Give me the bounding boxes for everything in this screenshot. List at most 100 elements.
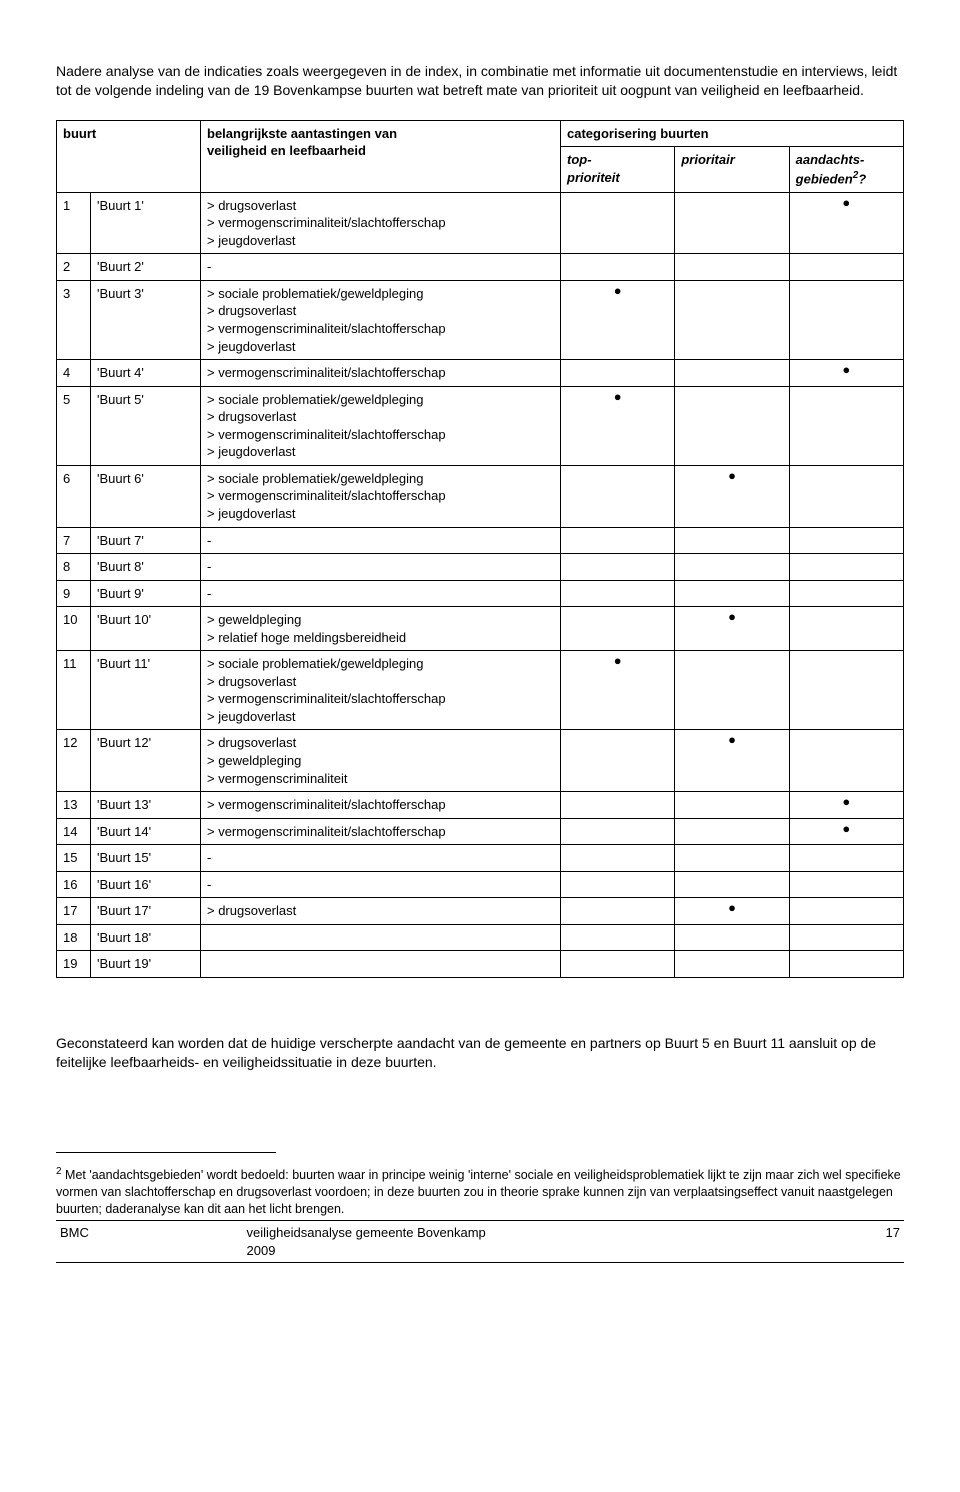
category-aandacht [789,580,903,607]
row-number: 16 [57,871,91,898]
category-aandacht [789,280,903,359]
impairments-cell: - [201,554,561,581]
buurt-name: 'Buurt 18' [91,924,201,951]
impairment-line: > drugsoverlast [207,735,296,750]
category-top [561,845,675,872]
buurt-name: 'Buurt 9' [91,580,201,607]
impairment-line: > sociale problematiek/geweldpleging [207,286,423,301]
category-prioritair [675,651,789,730]
impairments-cell [201,951,561,978]
impairments-cell: > sociale problematiek/geweldpleging > dr… [201,386,561,465]
category-aandacht [789,607,903,651]
category-top [561,192,675,254]
category-prioritair: ● [675,730,789,792]
category-prioritair [675,818,789,845]
row-number: 8 [57,554,91,581]
page: Nadere analyse van de indicaties zoals w… [0,0,960,1263]
table-row: 9'Buurt 9'- [57,580,904,607]
category-top [561,360,675,387]
impairment-line: > sociale problematiek/geweldpleging [207,392,423,407]
category-top [561,818,675,845]
category-aandacht: ● [789,818,903,845]
th-topprioriteit: top- prioriteit [561,147,675,192]
table-row: 18'Buurt 18' [57,924,904,951]
buurt-name: 'Buurt 7' [91,527,201,554]
impairments-cell [201,924,561,951]
buurt-name: 'Buurt 8' [91,554,201,581]
impairment-line: > sociale problematiek/geweldpleging [207,656,423,671]
footer-mid-line2: 2009 [247,1243,276,1258]
table-row: 12'Buurt 12'> drugsoverlast> geweldplegi… [57,730,904,792]
buurt-name: 'Buurt 17' [91,898,201,925]
table-row: 7'Buurt 7'- [57,527,904,554]
impairment-line: > drugsoverlast [207,409,296,424]
category-prioritair [675,192,789,254]
table-row: 14'Buurt 14'> vermogenscriminaliteit/sla… [57,818,904,845]
table-row: 10'Buurt 10'> geweldpleging> relatief ho… [57,607,904,651]
category-top [561,254,675,281]
row-number: 19 [57,951,91,978]
impairment-line: > vermogenscriminaliteit/slachtofferscha… [207,321,446,336]
category-prioritair [675,280,789,359]
row-number: 1 [57,192,91,254]
th-impairments: belangrijkste aantastingen van veilighei… [201,120,561,192]
th-buurt: buurt [57,120,201,192]
category-top [561,730,675,792]
buurt-name: 'Buurt 11' [91,651,201,730]
buurt-name: 'Buurt 16' [91,871,201,898]
row-number: 2 [57,254,91,281]
row-number: 9 [57,580,91,607]
impairment-line: > geweldpleging [207,612,301,627]
category-aandacht [789,527,903,554]
impairments-cell: > sociale problematiek/geweldpleging > dr… [201,651,561,730]
impairments-cell: > vermogenscriminaliteit/slachtofferscha… [201,792,561,819]
category-aandacht: ● [789,360,903,387]
category-prioritair [675,360,789,387]
table-row: 19'Buurt 19' [57,951,904,978]
category-top [561,871,675,898]
row-number: 17 [57,898,91,925]
th-impair-line1: belangrijkste aantastingen van [207,126,397,141]
row-number: 6 [57,465,91,527]
category-prioritair [675,924,789,951]
table-row: 8'Buurt 8'- [57,554,904,581]
impairment-line: > jeugdoverlast [207,709,296,724]
impairment-line: > vermogenscriminaliteit [207,771,348,786]
impairment-line: > drugsoverlast [207,903,296,918]
table-row: 16'Buurt 16'- [57,871,904,898]
row-number: 18 [57,924,91,951]
footnote-text: Met 'aandachtsgebieden' wordt bedoeld: b… [56,1168,901,1216]
footnote-separator [56,1152,276,1153]
category-aandacht [789,898,903,925]
impairments-cell: > vermogenscriminaliteit/slachtofferscha… [201,818,561,845]
row-number: 4 [57,360,91,387]
category-aandacht [789,871,903,898]
impairment-line: > drugsoverlast [207,674,296,689]
table-row: 4'Buurt 4'> vermogenscriminaliteit/slach… [57,360,904,387]
category-aandacht [789,386,903,465]
category-prioritair [675,580,789,607]
buurt-name: 'Buurt 13' [91,792,201,819]
impairment-line: > vermogenscriminaliteit/slachtofferscha… [207,691,446,706]
category-prioritair [675,871,789,898]
category-prioritair [675,554,789,581]
buurt-name: 'Buurt 4' [91,360,201,387]
buurt-name: 'Buurt 5' [91,386,201,465]
impairment-line: - [207,559,211,574]
buurt-name: 'Buurt 2' [91,254,201,281]
impairments-cell: - [201,527,561,554]
table-row: 3'Buurt 3'> sociale problematiek/geweldp… [57,280,904,359]
table-row: 2'Buurt 2'- [57,254,904,281]
category-top [561,898,675,925]
category-aandacht [789,465,903,527]
impairments-cell: - [201,254,561,281]
th-impair-line2: veiligheid en leefbaarheid [207,143,366,158]
row-number: 10 [57,607,91,651]
category-aandacht [789,254,903,281]
footer-mid: veiligheidsanalyse gemeente Bovenkamp 20… [243,1220,718,1262]
category-top [561,554,675,581]
impairments-cell: - [201,580,561,607]
impairment-line: > jeugdoverlast [207,339,296,354]
impairments-cell: > geweldpleging> relatief hoge meldingsb… [201,607,561,651]
category-top [561,607,675,651]
